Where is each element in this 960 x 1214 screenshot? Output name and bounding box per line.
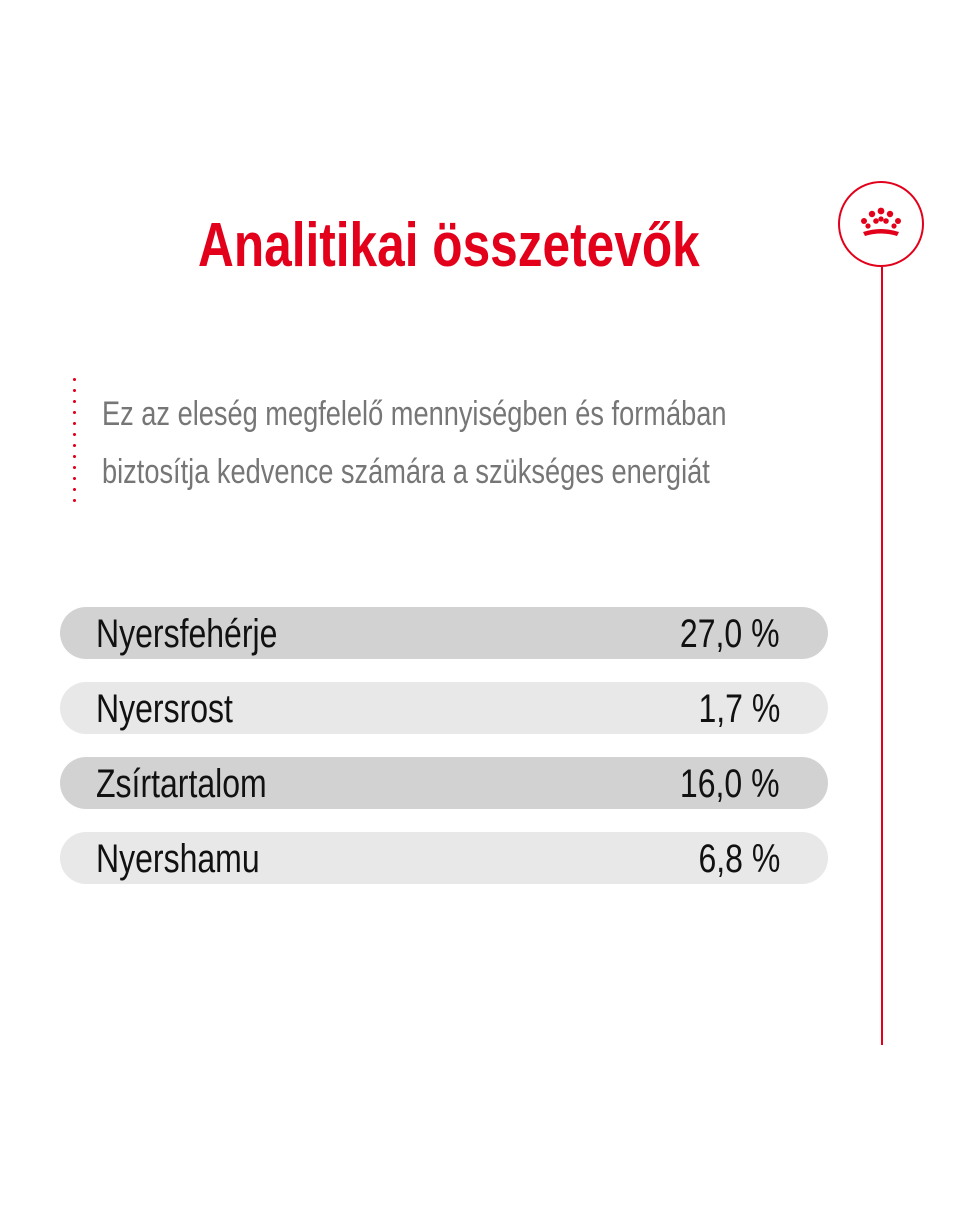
nutrient-row-zsirtartalom: Zsírtartalom 16,0 % bbox=[60, 757, 828, 809]
nutrient-value: 1,7 % bbox=[698, 687, 780, 731]
page-title: Analitikai összetevők bbox=[198, 211, 700, 280]
nutrient-label: Zsírtartalom bbox=[96, 762, 267, 806]
nutrient-value: 16,0 % bbox=[680, 762, 780, 806]
nutrient-label: Nyersfehérje bbox=[96, 612, 278, 656]
nutrient-row-nyershamu: Nyershamu 6,8 % bbox=[60, 832, 828, 884]
nutrient-label: Nyershamu bbox=[96, 837, 260, 881]
nutrient-value: 27,0 % bbox=[680, 612, 780, 656]
nutrient-label: Nyersrost bbox=[96, 687, 233, 731]
brand-vertical-line bbox=[881, 267, 883, 1045]
dotted-divider bbox=[73, 374, 76, 506]
nutrient-row-nyersrost: Nyersrost 1,7 % bbox=[60, 682, 828, 734]
crown-icon bbox=[861, 207, 901, 236]
nutrient-table: Nyersfehérje 27,0 % Nyersrost 1,7 % Zsír… bbox=[60, 607, 828, 907]
intro-text: Ez az eleség megfelelő mennyiségben és f… bbox=[102, 395, 727, 491]
nutrient-row-nyersfeherje: Nyersfehérje 27,0 % bbox=[60, 607, 828, 659]
nutrient-value: 6,8 % bbox=[698, 837, 780, 881]
brand-logo bbox=[838, 181, 924, 267]
